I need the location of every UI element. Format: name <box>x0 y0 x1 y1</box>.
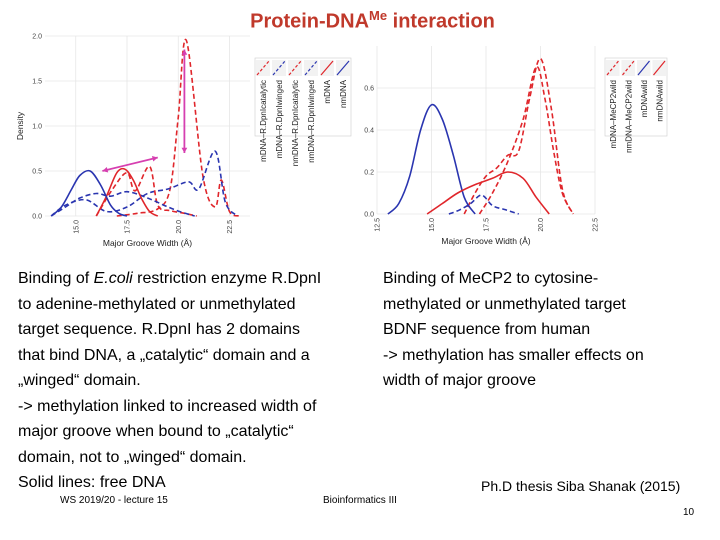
chart2-ytick-label: 0.2 <box>364 170 374 177</box>
chart2-xtick-label: 22.5 <box>593 218 600 232</box>
chart1-ytick-label: 2.0 <box>32 34 42 41</box>
chart1-xtick-label: 15.0 <box>73 220 80 234</box>
chart2-ytick-label: 0.6 <box>364 86 374 93</box>
chart1-double-arrow-2 <box>181 49 188 153</box>
chart1-legend-label: mDNA <box>323 79 332 103</box>
chart2-series-3 <box>387 103 476 215</box>
left-line-4: that bind DNA, a „catalytic“ domain and … <box>18 346 310 364</box>
chart-dpni: 0.0 0.5 1.0 1.5 2.0 15.0 17.5 20.0 22.5 Major Gro… <box>15 34 352 248</box>
left-line-5: „winged“ domain. <box>18 372 141 389</box>
chart1-xlabel: Major Groove Width (Å) <box>103 238 192 248</box>
chart1-legend-label: nmDNA–R.DpnIcatalytic <box>291 80 300 166</box>
chart1-ylabel: Density <box>15 111 25 140</box>
left-line-8: domain, not to „winged“ domain. <box>18 448 247 466</box>
footer-course: WS 2019/20 - lecture 15 <box>60 495 168 506</box>
left-description: Binding of E.coli restriction enzyme R.D… <box>18 266 370 496</box>
chart1-legend-label: nmDNA <box>339 79 348 108</box>
chart2-series-4 <box>426 171 550 215</box>
chart1-double-arrow-1 <box>102 155 158 173</box>
right-line-2: methylated or unmethylated target <box>383 295 626 313</box>
chart1-legend-label: mDNA–R.DpnIcatalytic <box>259 80 268 162</box>
left-line-2: to adenine-methylated or unmethylated <box>18 295 296 313</box>
chart1-ytick-label: 1.5 <box>32 79 42 86</box>
left-line-7: major groove when bound to „catalytic“ <box>18 423 294 440</box>
chart2-legend-label: mDNA–MeCP2wild <box>609 80 618 148</box>
left-line-3: target sequence. R.DpnI has 2 domains <box>18 321 300 338</box>
chart-mecp2: 0.0 0.2 0.4 0.6 12.5 15.0 17.5 20.0 22.5 Major Gr… <box>364 46 668 246</box>
citation: Ph.D thesis Siba Shanak (2015) <box>481 478 681 494</box>
chart1-series-5 <box>95 167 159 217</box>
chart1-series-4 <box>50 190 195 217</box>
chart1-legend-label: mDNA–R.DpnIwinged <box>275 80 284 158</box>
chart2-series-1 <box>463 57 574 215</box>
chart1-ytick-label: 0.5 <box>32 169 42 176</box>
chart2-legend-label: mDNAwild <box>640 80 649 117</box>
chart2-xtick-label: 17.5 <box>484 218 491 232</box>
right-line-4: -> methylation has smaller effects on <box>383 346 644 364</box>
slide-title: Protein-DNAMe interaction <box>250 8 495 33</box>
chart2-ytick-label: 0.0 <box>364 212 374 219</box>
footer-title: Bioinformatics III <box>323 495 397 506</box>
chart2-legend-label: nmDNA–MeCP2wild <box>624 80 633 153</box>
chart1-legend-label: nmDNA–R.DpnIwinged <box>307 80 316 163</box>
right-line-5: width of major groove <box>383 372 536 389</box>
chart2-xtick-label: 15.0 <box>429 218 436 232</box>
chart2-series-5 <box>448 194 519 215</box>
left-line-9: Solid lines: free DNA <box>18 474 166 491</box>
right-description: Binding of MeCP2 to cytosine- methylated… <box>383 266 713 394</box>
chart2-xtick-label: 12.5 <box>375 218 382 232</box>
page-number: 10 <box>683 507 695 518</box>
chart1-series-6 <box>50 169 128 217</box>
chart1-xtick-label: 22.5 <box>227 220 234 234</box>
chart2-xtick-label: 20.0 <box>538 218 545 232</box>
chart1-ytick-label: 0.0 <box>32 214 42 221</box>
chart2-xlabel: Major Groove Width (Å) <box>441 236 530 246</box>
chart1-ytick-label: 1.0 <box>32 124 42 131</box>
chart2-ytick-label: 0.4 <box>364 128 374 135</box>
chart2-series-2 <box>478 65 574 215</box>
chart2-legend: mDNA–MeCP2wild nmDNA–MeCP2wild mDNAwild nmD… <box>604 57 668 153</box>
chart1-xtick-label: 17.5 <box>125 220 132 234</box>
left-line-6: -> methylation linked to increased width… <box>18 397 317 415</box>
chart1-series-2 <box>50 150 239 217</box>
chart1-xtick-label: 20.0 <box>176 220 183 234</box>
right-line-1: Binding of MeCP2 to cytosine- <box>383 270 599 287</box>
left-line-1: Binding of E.coli restriction enzyme R.D… <box>18 270 322 287</box>
right-line-3: BDNF sequence from human <box>383 321 591 338</box>
chart1-legend: mDNA–R.DpnIcatalytic mDNA–R.DpnIwinged nmD… <box>254 57 352 166</box>
chart2-legend-label: nmDNAwild <box>655 80 664 122</box>
